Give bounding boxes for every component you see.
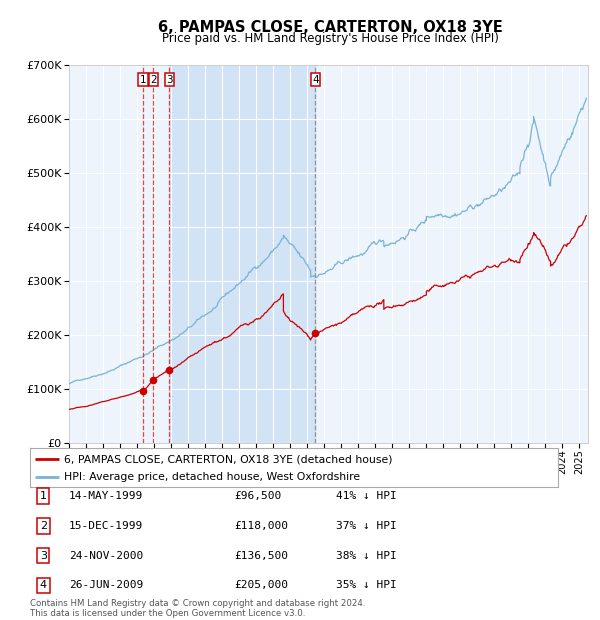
Text: 4: 4 [312,74,319,84]
Text: 2: 2 [40,521,47,531]
Text: 1: 1 [40,491,47,501]
Text: 4: 4 [40,580,47,590]
Text: 3: 3 [40,551,47,560]
Text: 38% ↓ HPI: 38% ↓ HPI [336,551,397,560]
Text: 26-JUN-2009: 26-JUN-2009 [69,580,143,590]
Text: Price paid vs. HM Land Registry's House Price Index (HPI): Price paid vs. HM Land Registry's House … [161,32,499,45]
Text: 37% ↓ HPI: 37% ↓ HPI [336,521,397,531]
Text: £96,500: £96,500 [234,491,281,501]
Text: 35% ↓ HPI: 35% ↓ HPI [336,580,397,590]
Text: 1: 1 [140,74,146,84]
Text: £205,000: £205,000 [234,580,288,590]
Text: Contains HM Land Registry data © Crown copyright and database right 2024.
This d: Contains HM Land Registry data © Crown c… [30,599,365,618]
Text: 6, PAMPAS CLOSE, CARTERTON, OX18 3YE: 6, PAMPAS CLOSE, CARTERTON, OX18 3YE [158,20,502,35]
Text: 15-DEC-1999: 15-DEC-1999 [69,521,143,531]
Bar [169,65,316,443]
Text: 24-NOV-2000: 24-NOV-2000 [69,551,143,560]
Text: 2: 2 [150,74,157,84]
Text: 14-MAY-1999: 14-MAY-1999 [69,491,143,501]
Text: 3: 3 [166,74,173,84]
Text: 6, PAMPAS CLOSE, CARTERTON, OX18 3YE (detached house): 6, PAMPAS CLOSE, CARTERTON, OX18 3YE (de… [64,454,393,464]
Text: £118,000: £118,000 [234,521,288,531]
Text: HPI: Average price, detached house, West Oxfordshire: HPI: Average price, detached house, West… [64,472,361,482]
Text: £136,500: £136,500 [234,551,288,560]
Text: 41% ↓ HPI: 41% ↓ HPI [336,491,397,501]
